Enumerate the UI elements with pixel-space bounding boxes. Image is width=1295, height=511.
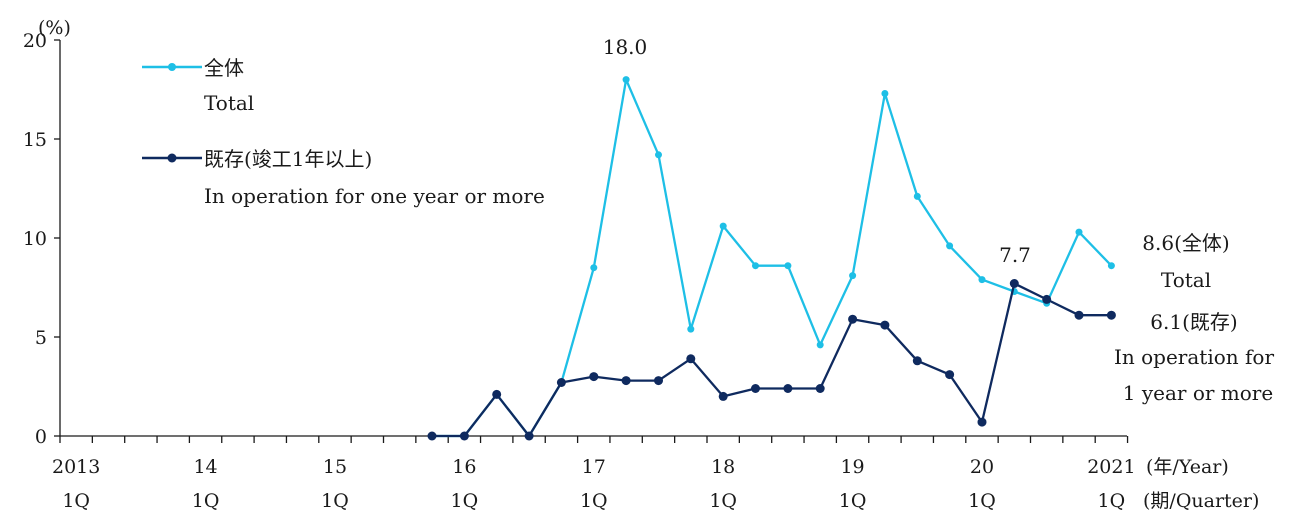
x-axis-year-unit: (年/Year)	[1146, 456, 1229, 478]
data-point-existing	[589, 372, 599, 382]
x-year-label: 2013	[52, 456, 100, 478]
data-point-total	[687, 325, 695, 333]
annotation-end-total: 8.6(全体)	[1142, 231, 1229, 255]
data-point-existing	[880, 320, 890, 330]
data-point-existing	[427, 431, 437, 441]
data-point-total	[978, 276, 986, 284]
annotations: 18.0 7.7 8.6(全体) Total 6.1(既存) In operat…	[603, 35, 1275, 405]
annotation-end-existing-en-1: In operation for	[1114, 345, 1274, 369]
x-axis-quarter-unit: (期/Quarter)	[1143, 490, 1259, 511]
data-point-total	[752, 262, 759, 270]
x-quarter-label: 1Q	[839, 490, 867, 511]
annotation-end-existing: 6.1(既存)	[1150, 310, 1237, 334]
data-point-existing	[654, 376, 663, 386]
y-tick-label: 20	[23, 30, 47, 52]
y-tick-label: 15	[23, 129, 47, 151]
data-point-existing	[1074, 310, 1084, 320]
data-point-existing	[912, 356, 922, 366]
chart-marks	[427, 76, 1116, 441]
legend-marker-existing	[167, 153, 177, 163]
x-year-label: 15	[323, 456, 347, 478]
data-point-existing	[783, 384, 793, 393]
x-quarter-label: 1Q	[451, 490, 479, 511]
data-point-existing	[977, 417, 987, 427]
x-quarter-label: 1Q	[62, 490, 90, 511]
x-quarter-label: 1Q	[968, 490, 996, 511]
data-point-total	[784, 262, 792, 270]
legend-label-total: 全体	[204, 56, 244, 80]
data-point-existing	[751, 384, 760, 393]
annotation-end-total-en: Total	[1161, 268, 1211, 292]
data-point-total	[913, 192, 921, 200]
x-year-label: 16	[452, 456, 476, 478]
data-point-existing	[815, 384, 825, 393]
y-unit-label: (%)	[38, 17, 71, 39]
legend: 全体 Total 既存(竣工1年以上) In operation for one…	[142, 56, 545, 208]
data-point-existing	[686, 354, 696, 364]
data-point-total	[1075, 228, 1083, 236]
data-point-total	[881, 90, 889, 97]
y-tick-label: 10	[23, 228, 47, 250]
x-year-label: 17	[582, 456, 606, 478]
data-point-existing	[459, 431, 469, 441]
data-point-existing	[718, 391, 728, 401]
legend-marker-total	[168, 63, 176, 71]
data-point-existing	[1009, 279, 1019, 288]
x-quarter-label: 1Q	[321, 490, 349, 511]
data-point-existing	[524, 431, 534, 441]
data-point-total	[622, 76, 630, 84]
y-tick-label: 5	[35, 327, 47, 349]
data-point-existing	[945, 370, 955, 380]
data-point-existing	[848, 314, 858, 324]
x-year-label: 20	[970, 456, 994, 478]
legend-label-existing-en: In operation for one year or more	[204, 184, 545, 208]
data-point-total	[590, 264, 598, 272]
legend-label-existing: 既存(竣工1年以上)	[204, 147, 372, 171]
data-point-total	[655, 151, 662, 159]
x-year-label: 18	[711, 456, 735, 478]
data-point-total	[849, 272, 857, 280]
x-year-label: 19	[840, 456, 864, 478]
data-point-existing	[492, 389, 502, 399]
series-line-existing	[432, 282, 1112, 438]
x-quarter-label: 1Q	[580, 490, 608, 511]
data-point-total	[1107, 262, 1115, 270]
axes: 05101520(%)20131Q141Q151Q161Q171Q181Q191…	[23, 17, 1260, 511]
data-point-existing	[621, 376, 631, 386]
data-point-total	[816, 341, 824, 349]
x-year-label: 2021	[1087, 456, 1135, 478]
annotation-peak-total: 18.0	[603, 35, 648, 59]
x-year-label: 14	[193, 456, 217, 478]
annotation-peak-existing: 7.7	[999, 243, 1031, 267]
data-point-existing	[556, 378, 566, 387]
data-point-existing	[1106, 310, 1116, 320]
x-quarter-label: 1Q	[709, 490, 737, 511]
x-quarter-label: 1Q	[1098, 490, 1126, 511]
data-point-total	[719, 222, 727, 230]
annotation-end-existing-en-2: 1 year or more	[1123, 381, 1273, 405]
legend-label-total-en: Total	[204, 91, 254, 115]
x-quarter-label: 1Q	[192, 490, 220, 511]
data-point-existing	[1042, 294, 1052, 304]
y-tick-label: 0	[35, 426, 47, 448]
data-point-total	[946, 242, 954, 250]
